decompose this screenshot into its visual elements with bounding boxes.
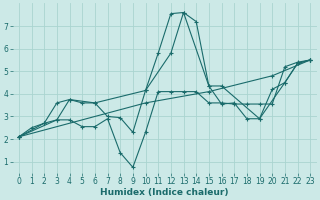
X-axis label: Humidex (Indice chaleur): Humidex (Indice chaleur)	[100, 188, 229, 197]
